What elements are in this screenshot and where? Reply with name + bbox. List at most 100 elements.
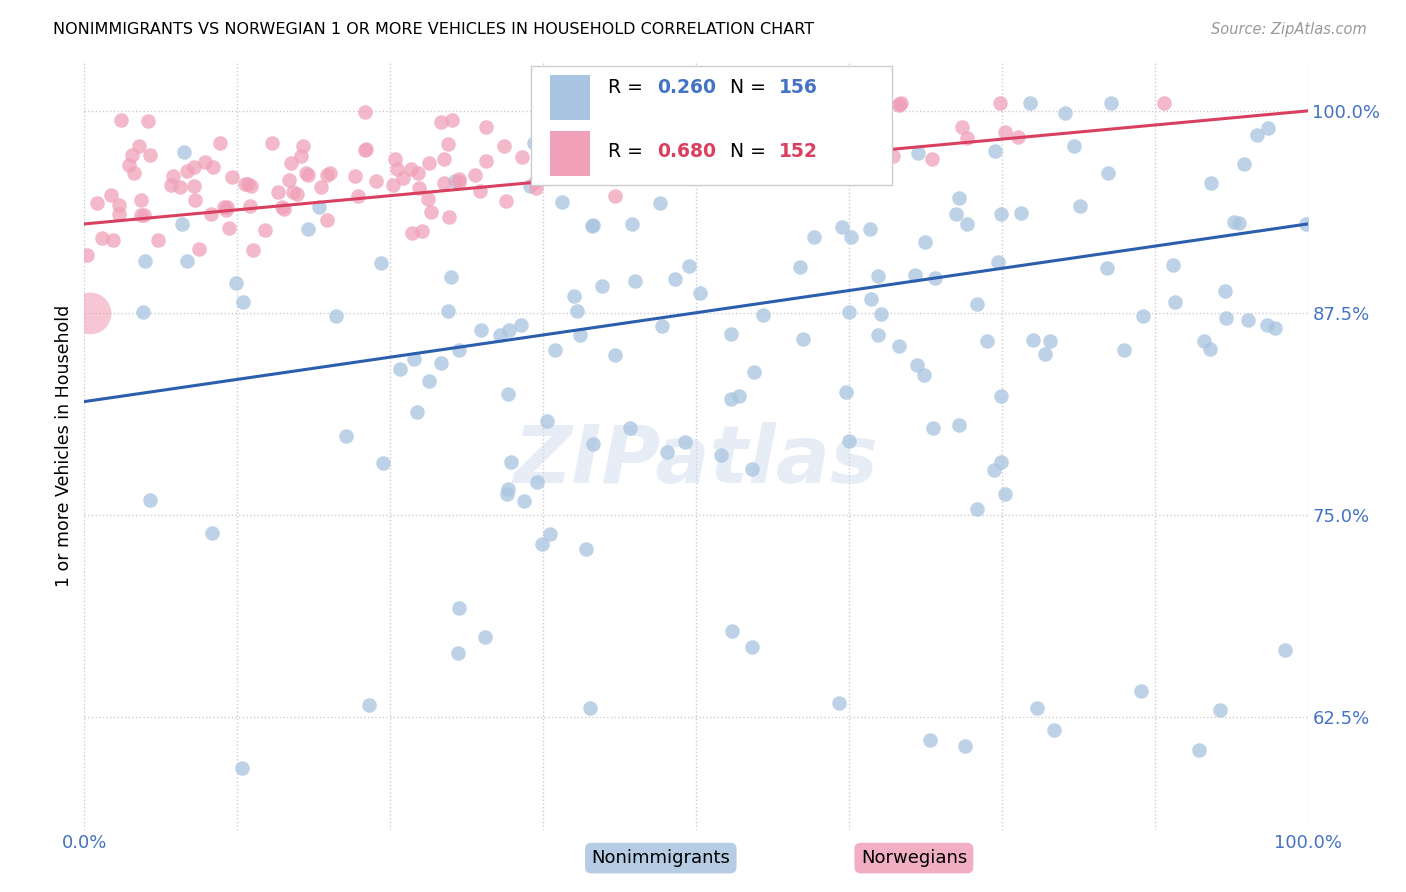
Point (285, 187, 308, 202)
Point (510, 150, 533, 164)
Point (225, 276, 247, 290)
Point (551, 195, 574, 210)
Text: R =: R = (607, 78, 648, 97)
Point (129, 208, 152, 222)
Point (710, 168, 733, 182)
Point (689, 286, 711, 301)
Point (233, 178, 256, 192)
Text: N =: N = (730, 78, 772, 97)
Point (433, 152, 456, 166)
Point (176, 254, 198, 268)
Point (1209, 703, 1232, 717)
Point (711, 169, 734, 183)
Point (176, 163, 198, 178)
Point (628, 153, 651, 167)
Point (591, 278, 613, 293)
Point (359, 698, 381, 712)
Point (354, 143, 377, 157)
Point (335, 429, 357, 443)
Point (354, 105, 377, 120)
Point (277, 172, 299, 186)
Point (440, 270, 463, 285)
Point (172, 217, 194, 231)
Point (499, 455, 522, 469)
Point (583, 162, 606, 177)
Point (1201, 176, 1223, 190)
Point (890, 95, 912, 110)
Point (789, 260, 811, 275)
Point (718, 95, 741, 110)
Point (526, 475, 548, 489)
Point (262, 136, 284, 150)
Point (519, 178, 541, 193)
Point (290, 148, 312, 162)
Point (606, 127, 628, 141)
Point (464, 168, 486, 182)
Point (510, 318, 533, 333)
Point (531, 537, 554, 551)
Point (1019, 95, 1042, 110)
Point (613, 151, 636, 165)
Point (110, 113, 132, 128)
Point (889, 98, 911, 112)
Point (1021, 333, 1043, 347)
Point (1132, 310, 1154, 324)
Text: R =: R = (607, 143, 648, 161)
Point (1256, 318, 1278, 332)
Point (524, 181, 547, 195)
Point (1010, 206, 1032, 220)
Point (907, 146, 929, 161)
Point (411, 224, 433, 238)
Point (184, 193, 207, 207)
Point (364, 174, 387, 188)
Point (271, 200, 294, 214)
Point (1039, 334, 1062, 348)
Text: Nonimmigrants: Nonimmigrants (592, 849, 730, 867)
Point (139, 493, 162, 508)
Point (785, 118, 807, 132)
Point (76, 248, 98, 262)
Point (956, 131, 979, 145)
Point (209, 136, 232, 151)
Point (683, 151, 706, 165)
Point (273, 202, 295, 217)
Point (839, 115, 862, 129)
Point (218, 220, 240, 235)
Point (447, 175, 470, 189)
Point (489, 327, 512, 342)
Point (1035, 347, 1057, 361)
Point (1213, 284, 1236, 298)
Point (346, 188, 368, 202)
Point (564, 142, 586, 156)
Point (630, 143, 652, 157)
Point (582, 219, 605, 233)
Point (544, 343, 567, 357)
Point (449, 172, 471, 186)
Point (401, 162, 423, 177)
Point (437, 137, 460, 152)
Point (827, 697, 849, 711)
Point (721, 624, 744, 638)
Point (839, 230, 862, 244)
Point (441, 112, 464, 127)
Point (183, 160, 205, 174)
Point (404, 351, 426, 366)
Point (921, 152, 943, 166)
Point (408, 181, 430, 195)
Point (474, 630, 496, 644)
Point (1295, 218, 1317, 232)
Point (583, 153, 606, 168)
Point (922, 421, 945, 435)
Point (630, 99, 652, 113)
Point (475, 120, 498, 135)
Point (381, 178, 404, 192)
Point (710, 125, 733, 139)
Point (1025, 701, 1047, 715)
Point (866, 268, 889, 283)
Point (838, 434, 860, 449)
Point (291, 139, 314, 153)
Point (779, 152, 801, 166)
Point (904, 268, 927, 282)
Point (600, 111, 623, 125)
Point (444, 174, 467, 188)
